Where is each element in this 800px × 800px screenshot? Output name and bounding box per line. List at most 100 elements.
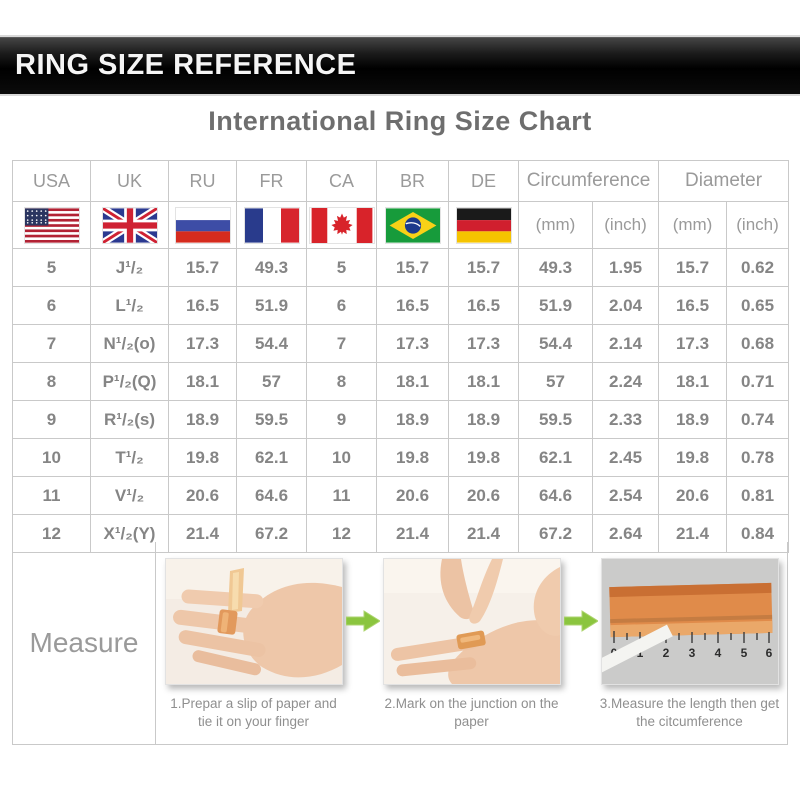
cell-de: 17.3: [448, 324, 519, 363]
finger-with-paper-photo: [164, 558, 343, 685]
cell-ca: 9: [306, 400, 377, 439]
usa-flag-icon-cell: [12, 201, 91, 249]
cell-dia-inch: 0.78: [726, 438, 790, 477]
cell-br: 15.7: [376, 248, 449, 287]
cell-circ-mm: 49.3: [518, 248, 593, 287]
usa-flag-icon: [24, 207, 79, 243]
unit-header-diameter-mm: (mm): [658, 201, 728, 249]
cell-ca: 11: [306, 476, 377, 515]
cell-uk: L¹/₂: [90, 286, 169, 325]
cell-fr: 67.2: [236, 514, 307, 553]
cell-br: 18.9: [376, 400, 449, 439]
uk-flag-icon-cell: [90, 201, 169, 249]
cell-circ-inch: 2.24: [591, 362, 660, 401]
cell-ca: 12: [306, 514, 377, 553]
column-header-circumference: Circumference: [517, 160, 660, 202]
arrow-right-icon-1: [345, 610, 381, 632]
ruler-illustration: 0cm123456: [601, 559, 778, 684]
cell-fr: 57: [236, 362, 307, 401]
column-header-fr: FR: [236, 160, 307, 202]
cell-circ-inch: 2.04: [591, 286, 660, 325]
cell-ru: 17.3: [168, 324, 237, 363]
cell-dia-mm: 18.9: [658, 400, 728, 439]
measure-step-3: 0cm123456 3.Measure the length then get …: [599, 558, 781, 730]
cell-usa: 7: [12, 324, 91, 363]
column-header-de: DE: [448, 160, 519, 202]
ring-size-table: USA UK RU FR CA BR DE Circumference Diameter (mm…: [12, 160, 790, 553]
cell-ca: 8: [306, 362, 377, 401]
cell-ca: 6: [306, 286, 377, 325]
br-flag-icon: [385, 207, 440, 243]
cell-fr: 59.5: [236, 400, 307, 439]
cell-de: 18.9: [448, 400, 519, 439]
cell-uk: J¹/₂: [90, 248, 169, 287]
column-header-diameter: Diameter: [658, 160, 790, 202]
cell-ru: 18.1: [168, 362, 237, 401]
table-row: 11 V¹/₂ 20.6 64.6 11 20.6 20.6 64.6 2.54 20.6 0.81: [12, 476, 790, 515]
fr-flag-icon: [244, 207, 299, 243]
unit-header-circumference-mm: (mm): [518, 201, 593, 249]
table-row: 12 X¹/₂(Y) 21.4 67.2 12 21.4 21.4 67.2 2.64 21.4 0…: [12, 514, 790, 553]
measure-section: Measure: [12, 542, 788, 745]
br-flag-icon-cell: [376, 201, 449, 249]
cell-dia-inch: 0.71: [726, 362, 790, 401]
cell-dia-inch: 0.62: [726, 248, 790, 287]
measure-steps: 1.Prepar a slip of paper and tie it on y…: [156, 542, 787, 744]
fr-flag-icon-cell: [236, 201, 307, 249]
cell-ru: 16.5: [168, 286, 237, 325]
cell-usa: 8: [12, 362, 91, 401]
cell-circ-inch: 2.64: [591, 514, 660, 553]
measure-label: Measure: [13, 542, 156, 744]
arrow-right-icon-2: [563, 610, 599, 632]
cell-fr: 54.4: [236, 324, 307, 363]
measure-step-caption-1: 1.Prepar a slip of paper and tie it on y…: [170, 696, 337, 729]
ru-flag-icon-cell: [168, 201, 237, 249]
cell-dia-mm: 19.8: [658, 438, 728, 477]
unit-header-diameter-inch: (inch): [726, 201, 790, 249]
cell-uk: R¹/₂(s): [90, 400, 169, 439]
cell-dia-mm: 18.1: [658, 362, 728, 401]
cell-circ-mm: 62.1: [518, 438, 593, 477]
cell-circ-inch: 2.54: [591, 476, 660, 515]
table-row: 9 R¹/₂(s) 18.9 59.5 9 18.9 18.9 59.5 2.33 18.9 0.7…: [12, 400, 790, 439]
cell-circ-inch: 2.14: [591, 324, 660, 363]
banner: RING SIZE REFERENCE: [0, 35, 800, 96]
ruler-tick-label: 2: [662, 646, 669, 660]
cell-fr: 64.6: [236, 476, 307, 515]
cell-dia-mm: 20.6: [658, 476, 728, 515]
cell-dia-mm: 21.4: [658, 514, 728, 553]
cell-uk: P¹/₂(Q): [90, 362, 169, 401]
cell-circ-inch: 2.45: [591, 438, 660, 477]
cell-ca: 7: [306, 324, 377, 363]
cell-de: 16.5: [448, 286, 519, 325]
mark-paper-photo: [382, 558, 561, 685]
column-header-uk: UK: [90, 160, 169, 202]
marking-hands-illustration: [383, 559, 560, 684]
cell-ru: 18.9: [168, 400, 237, 439]
column-header-br: BR: [376, 160, 449, 202]
ruler-tick-label: 3: [688, 646, 695, 660]
cell-dia-mm: 16.5: [658, 286, 728, 325]
de-flag-icon-cell: [448, 201, 519, 249]
cell-ru: 19.8: [168, 438, 237, 477]
cell-br: 20.6: [376, 476, 449, 515]
cell-uk: T¹/₂: [90, 438, 169, 477]
cell-circ-mm: 54.4: [518, 324, 593, 363]
page-title: International Ring Size Chart: [208, 106, 592, 136]
cell-usa: 5: [12, 248, 91, 287]
cell-usa: 11: [12, 476, 91, 515]
cell-circ-mm: 51.9: [518, 286, 593, 325]
ruler-photo: 0cm123456: [600, 558, 779, 685]
cell-uk: N¹/₂(o): [90, 324, 169, 363]
cell-usa: 9: [12, 400, 91, 439]
measure-step-caption-3: 3.Measure the length then get the citcum…: [599, 696, 780, 729]
cell-dia-inch: 0.84: [726, 514, 790, 553]
cell-br: 21.4: [376, 514, 449, 553]
uk-flag-icon: [102, 207, 157, 243]
cell-circ-mm: 67.2: [518, 514, 593, 553]
cell-br: 19.8: [376, 438, 449, 477]
table-row: 6 L¹/₂ 16.5 51.9 6 16.5 16.5 51.9 2.04 16.5 0.65: [12, 286, 790, 325]
cell-de: 20.6: [448, 476, 519, 515]
cell-dia-inch: 0.74: [726, 400, 790, 439]
cell-circ-inch: 1.95: [591, 248, 660, 287]
